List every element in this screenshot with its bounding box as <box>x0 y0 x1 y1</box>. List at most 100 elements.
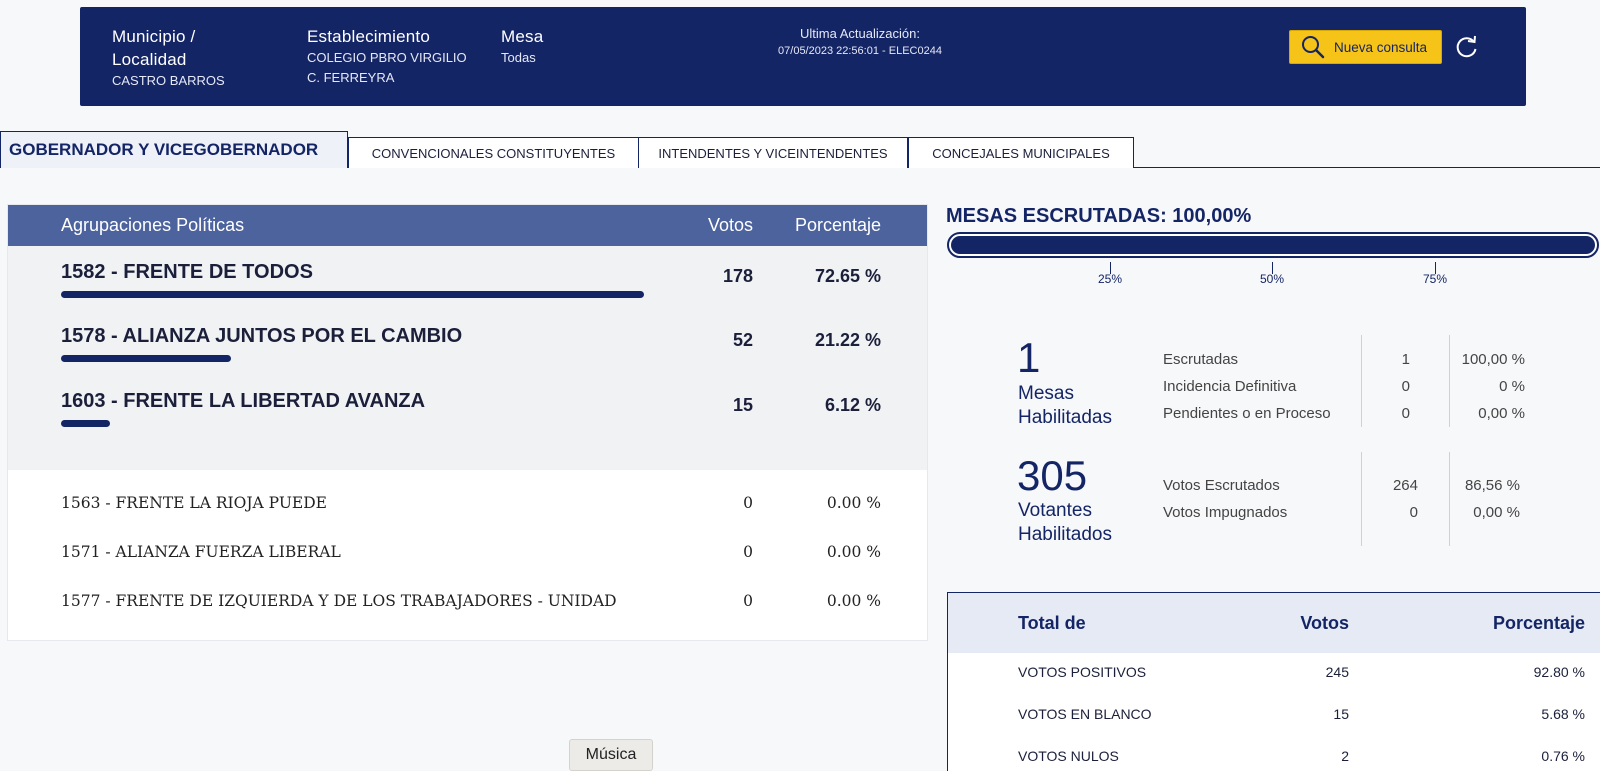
mesa-value: Todas <box>501 50 536 65</box>
party-share-bar <box>61 420 111 427</box>
establecimiento-label: Establecimiento <box>307 27 431 46</box>
progress-tick <box>1272 262 1273 274</box>
tab-gobernador[interactable]: GOBERNADOR Y VICEGOBERNADOR <box>0 131 348 168</box>
party-name: 1603 - FRENTE LA LIBERTAD AVANZA <box>61 390 426 412</box>
total-name: VOTOS NULOS <box>1018 748 1119 764</box>
party-percent: 72.65 % <box>814 266 881 286</box>
col-header-porcentaje: Porcentaje <box>1492 613 1585 633</box>
party-percent: 0.00 % <box>826 543 881 561</box>
nueva-consulta-button[interactable]: Nueva consulta <box>1289 30 1442 64</box>
party-share-bar <box>61 291 645 298</box>
total-percent: 0.76 % <box>1541 748 1585 764</box>
party-percent: 21.22 % <box>814 330 881 350</box>
municipio-block: Municipio / Localidad CASTRO BARROS <box>112 25 262 91</box>
stat-percent: 0,00 % <box>1478 405 1525 422</box>
total-votes: 245 <box>1325 664 1349 680</box>
party-votes: 15 <box>732 395 753 415</box>
col-header-votos: Votos <box>707 215 753 235</box>
col-header-porcentaje: Porcentaje <box>794 215 881 235</box>
mesas-progress-bar <box>947 232 1599 258</box>
stat-percent: 0,00 % <box>1473 504 1520 521</box>
stats-divider <box>1361 452 1362 546</box>
search-icon <box>1302 36 1325 59</box>
table-row: VOTOS NULOS 2 0.76 % <box>948 737 1600 771</box>
party-votes: 0 <box>743 543 753 561</box>
total-percent: 5.68 % <box>1541 706 1585 722</box>
stat-value: 0 <box>1409 504 1418 521</box>
last-update: Ultima Actualización: 07/05/2023 22:56:0… <box>695 26 1025 57</box>
last-update-value: 07/05/2023 22:56:01 - ELEC0244 <box>778 45 942 57</box>
total-votes: 15 <box>1333 706 1349 722</box>
musica-button[interactable]: Música <box>569 739 653 771</box>
party-percent: 0.00 % <box>826 494 881 512</box>
party-votes: 0 <box>743 494 753 512</box>
parties-table-header: Agrupaciones Políticas Votos Porcentaje <box>8 205 927 246</box>
totals-table: Total de Votos Porcentaje VOTOS POSITIVO… <box>947 592 1600 771</box>
tab-intendentes[interactable]: INTENDENTES Y VICEINTENDENTES <box>638 137 908 168</box>
party-votes: 0 <box>743 592 753 610</box>
col-header-votos: Votos <box>1300 613 1349 633</box>
votantes-caption-1: Votantes <box>1018 500 1092 521</box>
party-share-bar <box>61 355 232 362</box>
stat-value: 264 <box>1392 477 1418 494</box>
tab-convencionales[interactable]: CONVENCIONALES CONSTITUYENTES <box>348 137 639 168</box>
establecimiento-value: COLEGIO PBRO VIRGILIO C. FERREYRA <box>307 50 467 85</box>
table-row: VOTOS EN BLANCO 15 5.68 % <box>948 695 1600 735</box>
mesa-block: Mesa Todas <box>501 25 581 68</box>
table-row: 1577 - FRENTE DE IZQUIERDA Y DE LOS TRAB… <box>8 588 927 618</box>
party-percent: 0.00 % <box>826 592 881 610</box>
party-name: 1582 - FRENTE DE TODOS <box>61 261 313 283</box>
table-row: 1571 - ALIANZA FUERZA LIBERAL 0 0.00 % <box>8 539 927 569</box>
nueva-consulta-label: Nueva consulta <box>1334 39 1428 55</box>
tab-concejales[interactable]: CONCEJALES MUNICIPALES <box>908 137 1134 168</box>
total-votes: 2 <box>1341 748 1349 764</box>
mesas-habilitadas-count: 1 <box>1017 334 1041 381</box>
party-votes: 52 <box>732 330 753 350</box>
mesas-escrutadas-title: MESAS ESCRUTADAS: 100,00% <box>946 205 1252 227</box>
col-header-agrupaciones: Agrupaciones Políticas <box>61 215 245 235</box>
mesas-caption-2: Habilitadas <box>1018 407 1112 428</box>
party-name: 1563 - FRENTE LA RIOJA PUEDE <box>61 494 327 512</box>
municipio-label: Municipio / Localidad <box>112 27 196 69</box>
establecimiento-block: Establecimiento COLEGIO PBRO VIRGILIO C.… <box>307 25 482 88</box>
top-parties-section: 1582 - FRENTE DE TODOS 178 72.65 % 1578 … <box>8 246 927 470</box>
stat-percent: 0 % <box>1499 378 1525 395</box>
stat-value: 1 <box>1401 351 1410 368</box>
stat-label: Pendientes o en Proceso <box>1163 405 1331 422</box>
total-name: VOTOS EN BLANCO <box>1018 706 1152 722</box>
progress-tick <box>1110 262 1111 274</box>
stat-percent: 86,56 % <box>1464 477 1520 494</box>
stat-label: Incidencia Definitiva <box>1163 378 1297 395</box>
progress-tick-label: 25% <box>1097 272 1123 286</box>
mesas-caption-1: Mesas <box>1018 383 1074 404</box>
votantes-caption-2: Habilitados <box>1018 524 1112 545</box>
party-percent: 6.12 % <box>824 395 881 415</box>
stat-label: Escrutadas <box>1163 351 1239 368</box>
stat-label: Votos Impugnados <box>1163 504 1288 521</box>
stat-value: 0 <box>1401 405 1410 422</box>
table-row: 1582 - FRENTE DE TODOS 178 72.65 % <box>8 256 927 316</box>
total-percent: 92.80 % <box>1533 664 1585 680</box>
totals-table-header: Total de Votos Porcentaje <box>948 593 1600 653</box>
parties-table: Agrupaciones Políticas Votos Porcentaje … <box>7 204 928 641</box>
stat-value: 0 <box>1401 378 1410 395</box>
municipio-value: CASTRO BARROS <box>112 73 225 88</box>
party-name: 1571 - ALIANZA FUERZA LIBERAL <box>61 543 341 561</box>
col-header-total-de: Total de <box>1018 613 1086 633</box>
mesas-progress-fill <box>951 236 1595 254</box>
party-name: 1577 - FRENTE DE IZQUIERDA Y DE LOS TRAB… <box>61 592 617 610</box>
mesa-label: Mesa <box>501 27 544 46</box>
stat-percent: 100,00 % <box>1461 351 1525 368</box>
table-row: 1603 - FRENTE LA LIBERTAD AVANZA 15 6.12… <box>8 385 927 445</box>
stat-label: Votos Escrutados <box>1163 477 1280 494</box>
table-row: 1578 - ALIANZA JUNTOS POR EL CAMBIO 52 2… <box>8 320 927 380</box>
header-bar: Municipio / Localidad CASTRO BARROS Esta… <box>80 7 1526 106</box>
progress-tick <box>1435 262 1436 274</box>
stats-divider <box>1449 452 1450 546</box>
progress-tick-label: 50% <box>1259 272 1285 286</box>
total-name: VOTOS POSITIVOS <box>1018 664 1147 680</box>
stats-divider <box>1449 335 1450 427</box>
stats-divider <box>1361 335 1362 427</box>
party-name: 1578 - ALIANZA JUNTOS POR EL CAMBIO <box>61 325 463 347</box>
refresh-icon[interactable] <box>1454 34 1480 60</box>
